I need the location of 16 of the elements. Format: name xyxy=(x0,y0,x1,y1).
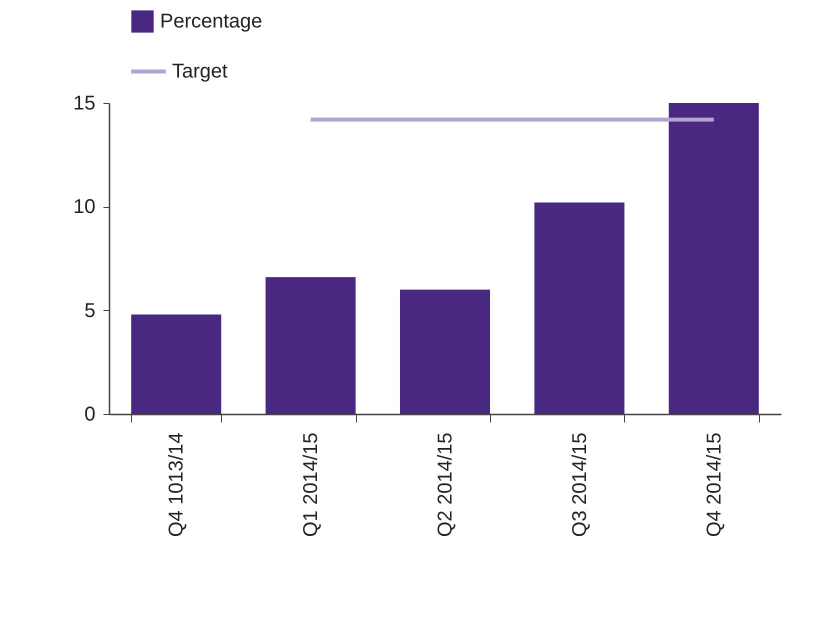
bar xyxy=(534,202,624,414)
x-tick-label: Q3 2014/15 xyxy=(568,432,591,538)
x-tick-label: Q4 1013/14 xyxy=(166,432,188,538)
y-tick-label: 15 xyxy=(73,92,96,114)
x-tick-label: Q2 2014/15 xyxy=(434,432,456,538)
bar xyxy=(131,314,222,414)
bar xyxy=(400,290,490,414)
y-tick-label: 10 xyxy=(73,196,96,218)
x-tick-label: Q4 2014/15 xyxy=(703,432,726,538)
y-tick-label: 5 xyxy=(84,300,96,322)
legend-label: Target xyxy=(172,60,228,82)
bar xyxy=(266,277,356,414)
legend-label: Percentage xyxy=(160,10,262,32)
x-tick-label: Q1 2014/15 xyxy=(300,432,322,538)
y-tick-label: 0 xyxy=(84,404,96,426)
bar xyxy=(668,103,759,414)
